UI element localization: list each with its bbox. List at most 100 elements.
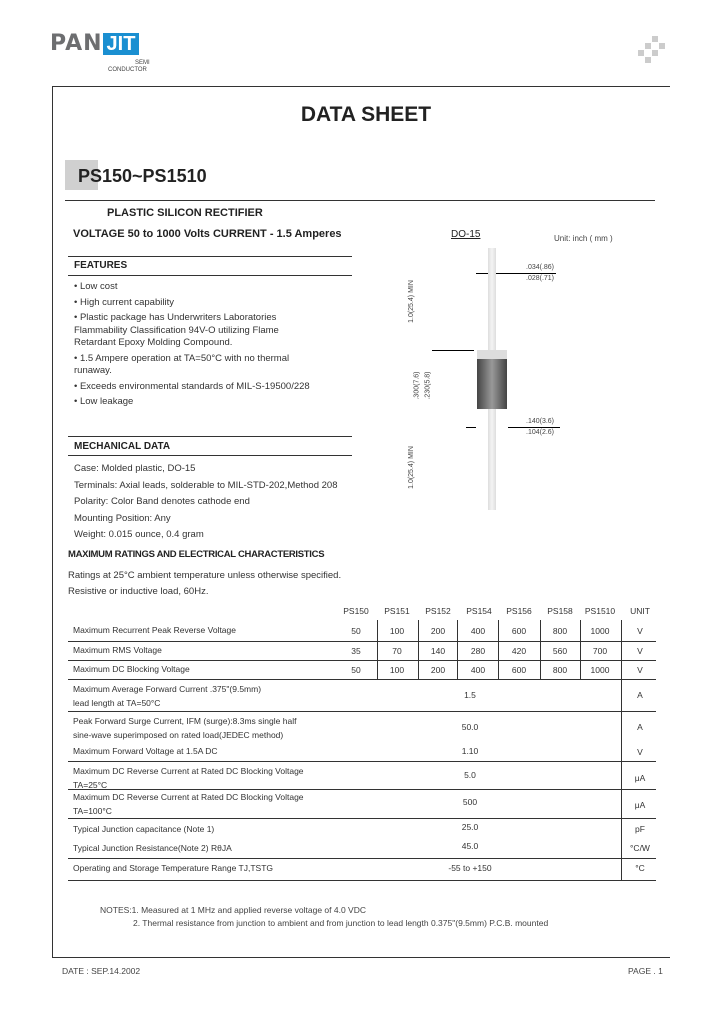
row-label: Typical Junction Resistance(Note 2) RθJA [73,843,232,853]
dim-body-len-max: .300(7.6) [413,371,421,400]
divider [498,620,499,679]
divider [68,275,352,276]
note-1: NOTES:1. Measured at 1 MHz and applied r… [100,905,366,915]
table-cell: °C/W [630,843,650,853]
element: Plastic package has Underwriters Laborat… [74,312,279,348]
divider [68,818,656,819]
logo-sub2: CONDUCTOR [108,67,147,73]
ratings-note1: Ratings at 25°C ambient temperature unle… [68,570,342,581]
table-cell: 70 [392,646,402,656]
ratings-heading: MAXIMUM RATINGS AND ELECTRICAL CHARACTER… [68,549,325,560]
table-cell: 600 [511,626,527,636]
feature-item: • Low cost [74,281,118,292]
table-cell: 35 [351,646,361,656]
divider [68,256,352,257]
element: TA=25°C [73,780,108,790]
table-cell: V [637,665,643,675]
table-cell: 700 [592,646,608,656]
mechanical-item: Case: Molded plastic, DO-15 [74,463,196,474]
table-cell: -55 to +150 [448,863,492,873]
row-label: Maximum Recurrent Peak Reverse Voltage [73,625,236,635]
table-cell: μA [634,800,646,810]
element [645,57,651,63]
subtitle: PLASTIC SILICON RECTIFIER [107,207,263,219]
package-unit: Unit: inch ( mm ) [554,234,613,243]
divider [68,880,656,881]
page-title: DATA SHEET [300,103,432,126]
divider [457,620,458,679]
dim-body-dia-max: .140(3.6) [526,418,555,425]
mechanical-item: Polarity: Color Band denotes cathode end [74,496,250,507]
element [477,359,507,409]
col-header: PS156 [506,606,532,616]
table-cell: V [637,646,643,656]
element [645,43,651,49]
table-cell: 100 [389,626,405,636]
table-cell: V [637,747,643,757]
row-label: Maximum DC Reverse Current at Rated DC B… [73,764,304,792]
table-cell: 45.0 [461,841,479,851]
row-label: Operating and Storage Temperature Range … [73,863,274,873]
table-cell: 200 [430,626,446,636]
divider [466,427,476,428]
table-cell: 1.10 [461,746,479,756]
mechanical-item: Weight: 0.015 ounce, 0.4 gram [74,529,204,540]
divider [68,641,656,642]
mechanical-item: Mounting Position: Any [74,512,171,524]
logo-sub1: SEMI [135,60,150,66]
row-label: Maximum Average Forward Current .375"(9.… [73,682,261,710]
row-label: Maximum RMS Voltage [73,645,162,655]
table-cell: 500 [462,797,478,807]
row-label: Maximum DC Blocking Voltage [73,664,190,674]
element [638,50,644,56]
divider [68,436,352,437]
note-2: 2. Thermal resistance from junction to a… [133,918,549,928]
table-cell: 800 [552,665,568,675]
col-header: UNIT [630,606,650,616]
col-header: PS150 [343,606,369,616]
divider [580,620,581,679]
row-label: Maximum DC Reverse Current at Rated DC B… [73,790,304,818]
element: Exceeds environmental standards of MIL-S… [79,380,310,392]
element [477,350,507,359]
package-name: DO-15 [451,229,481,240]
dim-lead-len-bottom: 1.0(25.4) MIN [407,446,415,489]
divider [68,679,656,680]
table-cell: 600 [511,665,527,675]
table-cell: μA [634,773,646,783]
divider [68,660,656,661]
divider [621,620,622,880]
table-cell: 400 [470,626,486,636]
table-cell: A [637,722,643,732]
table-cell: 5.0 [464,770,476,780]
divider [52,86,670,87]
table-cell: 1000 [590,665,610,675]
element: 1.5 Ampere operation at TA=50°C with no … [74,352,290,377]
element: Peak Forward Surge Current, IFM (surge):… [73,716,297,726]
feature-item: • 1.5 Ampere operation at TA=50°C with n… [74,352,290,377]
table-cell: 1.5 [464,690,476,700]
element [652,36,658,42]
table-cell: A [637,690,643,700]
feature-item: • High current capability [74,296,174,308]
table-cell: 50 [351,665,361,675]
table-cell: 50.0 [461,722,479,732]
divider [68,455,352,456]
divider [68,761,656,762]
element: sine-wave superimposed on rated load(JED… [73,730,284,740]
divider [540,620,541,679]
logo-text-left: PAN [50,31,103,56]
divider [52,957,670,958]
logo-text-right: JIT [102,33,140,55]
divider [68,789,656,790]
element: Maximum DC Reverse Current at Rated DC B… [73,766,304,776]
row-label: Typical Junction capacitance (Note 1) [73,824,215,834]
element: High current capability [79,296,174,308]
divider [377,620,378,679]
features-list: • Low cost • High current capability • P… [74,281,319,409]
table-cell: 100 [389,665,405,675]
footer-page: PAGE . 1 [628,966,663,976]
divider [418,620,419,679]
divider [65,200,655,201]
row-label: Maximum Forward Voltage at 1.5A DC [73,746,218,756]
